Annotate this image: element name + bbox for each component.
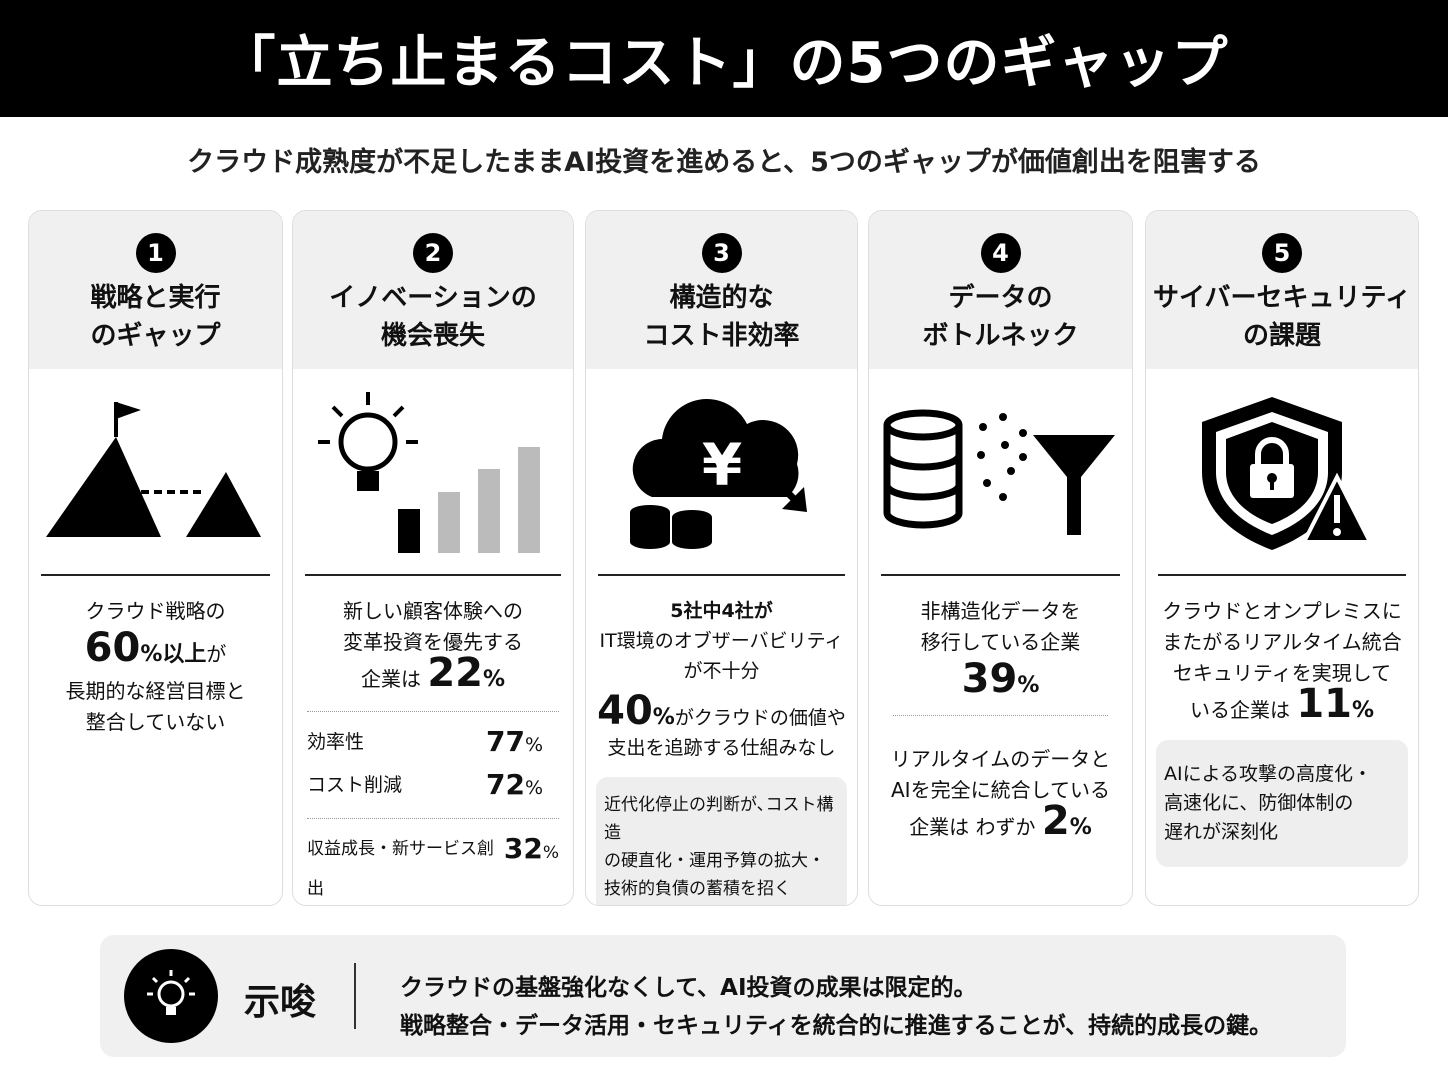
stat-unit: %: [1351, 698, 1375, 723]
text: 変革投資を優先する: [343, 630, 523, 654]
row-label: 効率性: [307, 731, 365, 753]
row-label: コスト削減: [307, 774, 403, 796]
text: がクラウドの価値や: [674, 707, 846, 729]
stat-unit: %: [542, 843, 559, 863]
stat-unit: %: [524, 734, 543, 756]
text: AIによる攻撃の高度化・: [1164, 763, 1373, 785]
implication-text: クラウドの基盤強化なくして、AI投資の成果は限定的。: [400, 975, 977, 1001]
stat-value: 39: [961, 656, 1018, 702]
text: の硬直化・運用予算の拡大・: [604, 851, 825, 871]
stat-unit: %以上: [140, 642, 207, 667]
implication-text: 戦略整合・データ活用・セキュリティを統合的に推進することが、持続的成長の鍵。: [400, 1013, 1273, 1039]
text: いる企業は: [1189, 698, 1290, 722]
stat-unit: %: [1017, 673, 1040, 698]
text: 長期的な経営目標と: [65, 679, 246, 703]
text: 遅れが深刻化: [1164, 821, 1279, 843]
card-cost-inefficiency: 3 構造的なコスト非効率 ¥ 5社中4社が IT環境のオブザーバビリティ が不十…: [585, 210, 858, 906]
stat-unit: %: [524, 777, 543, 799]
card-title: データの: [948, 283, 1053, 313]
note-box: AIによる攻撃の高度化・ 高速化に、防御体制の 遅れが深刻化: [1156, 740, 1408, 867]
stat-unit: %: [482, 667, 506, 692]
card-title: の課題: [1242, 321, 1321, 351]
stat-row: 効率性 77%: [293, 722, 573, 765]
text: 新しい顧客体験への: [343, 599, 523, 623]
shield-lock-warning-icon: [1146, 369, 1418, 574]
text: 高速化に、防御体制の: [1164, 792, 1354, 814]
text: 整合していない: [85, 710, 226, 734]
card-data-bottleneck: 4 データのボトルネック 非構造化データを 移行している企業 39% リアルタイ…: [868, 210, 1133, 906]
card-title: サイバーセキュリティ: [1153, 283, 1411, 313]
stat-value: 40: [597, 688, 653, 734]
stat-value: 2: [1041, 798, 1070, 844]
row-value: 72: [485, 768, 525, 801]
text: IT環境のオブザーバビリティ: [599, 630, 844, 652]
stat-value: 22: [427, 650, 483, 696]
card-innovation-gap: 2 イノベーションの 機会喪失 新しい顧客体験への 変革投資を優先する 企業は 2…: [292, 210, 574, 906]
implication-label: 示唆: [244, 982, 317, 1023]
row-label: 収益成長・新サービス創出: [307, 839, 494, 899]
number-badge: 2: [413, 233, 453, 273]
card-title: ボトルネック: [922, 321, 1079, 351]
stat-value: 60: [84, 625, 141, 671]
text: が: [206, 642, 227, 666]
text: 企業は わずか: [909, 815, 1036, 839]
lightbulb-icon: [124, 949, 218, 1043]
card-cybersecurity: 5 サイバーセキュリティ の課題 クラウドとオンプレミスに またがるリアルタイム統…: [1145, 210, 1419, 906]
stat-unit: %: [652, 705, 675, 730]
number-badge: 1: [135, 233, 176, 273]
stat-unit: %: [1069, 815, 1092, 840]
row-value: 32: [503, 832, 543, 865]
text: リアルタイムのデータと: [890, 747, 1111, 771]
implication-box: 示唆 クラウドの基盤強化なくして、AI投資の成果は限定的。戦略整合・データ活用・…: [100, 935, 1346, 1057]
card-strategy-gap: 1 戦略と実行のギャップ クラウド戦略の 60%以上が 長期的な経営目標と 整合…: [28, 210, 283, 906]
stat-row: 収益成長・新サービス創出 32%: [293, 829, 573, 905]
card-title: 構造的な: [669, 283, 774, 313]
text: クラウド戦略の: [85, 599, 226, 623]
page-title: 「立ち止まるコスト」の5つのギャップ: [0, 0, 1448, 117]
text: セキュリティを実現して: [1172, 661, 1392, 685]
text: 5社中4社が: [670, 600, 773, 622]
lightbulb-bar-chart-icon: [293, 369, 573, 574]
number-badge: 4: [980, 233, 1021, 273]
text: AIを完全に統合している: [891, 778, 1110, 802]
cloud-yen-icon: ¥: [586, 369, 857, 574]
stat-row: コスト削減 72%: [293, 765, 573, 808]
divider: [354, 963, 356, 1029]
text: が不十分: [683, 660, 760, 682]
card-title: コスト非効率: [643, 321, 800, 351]
text: 支出を追跡する仕組みなし: [607, 737, 836, 759]
subtitle: クラウド成熟度が不足したままAI投資を進めると、5つのギャップが価値創出を阻害す…: [187, 147, 1261, 178]
mountain-flag-icon: [29, 369, 282, 574]
card-title: 機会喪失: [380, 321, 485, 351]
text: 移行している企業: [920, 630, 1081, 654]
text: 企業は: [360, 667, 421, 691]
card-title: 戦略と実行: [90, 283, 221, 313]
database-funnel-icon: [869, 369, 1132, 574]
text: 技術的負債の蓄積を招く: [604, 879, 791, 899]
card-title: イノベーションの: [329, 283, 537, 313]
note-box: 近代化停止の判断が､コスト構造の硬直化・運用予算の拡大・ 技術的負債の蓄積を招く: [596, 777, 847, 905]
number-badge: 5: [1262, 233, 1302, 273]
stat-value: 11: [1296, 681, 1352, 727]
card-title: のギャップ: [90, 321, 221, 351]
svg-text:¥: ¥: [701, 431, 741, 499]
text: 非構造化データを: [920, 599, 1081, 623]
text: クラウドとオンプレミスに: [1162, 599, 1402, 623]
number-badge: 3: [701, 233, 742, 273]
text: 近代化停止の判断が､コスト構造: [604, 795, 834, 843]
row-value: 77: [485, 725, 525, 758]
text: またがるリアルタイム統合: [1162, 630, 1402, 654]
